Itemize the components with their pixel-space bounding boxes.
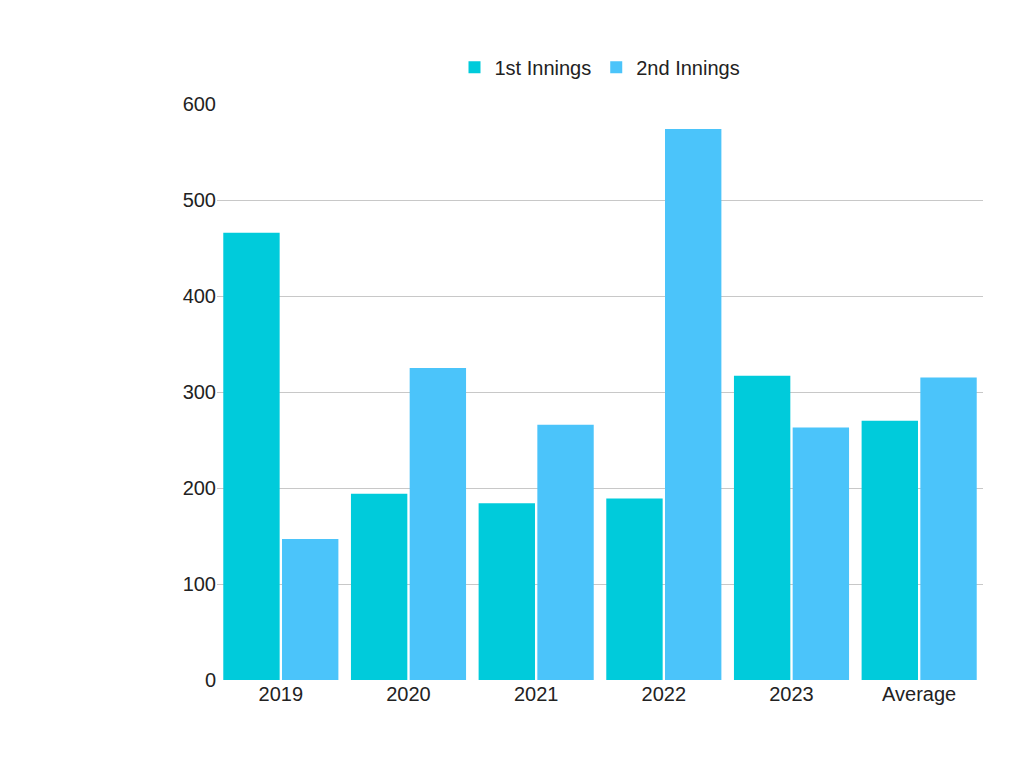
svg-text:2023: 2023 xyxy=(769,683,814,705)
svg-text:300: 300 xyxy=(183,381,216,403)
svg-text:2022: 2022 xyxy=(642,683,687,705)
svg-text:600: 600 xyxy=(183,93,216,115)
svg-text:2019: 2019 xyxy=(259,683,304,705)
svg-text:Average: Average xyxy=(882,683,956,705)
svg-text:2nd Innings: 2nd Innings xyxy=(636,57,739,79)
svg-text:2021: 2021 xyxy=(514,683,559,705)
svg-text:1st Innings: 1st Innings xyxy=(495,57,592,79)
svg-text:2020: 2020 xyxy=(386,683,431,705)
svg-text:500: 500 xyxy=(183,189,216,211)
svg-text:0: 0 xyxy=(205,669,216,691)
svg-text:400: 400 xyxy=(183,285,216,307)
svg-text:100: 100 xyxy=(183,573,216,595)
svg-text:200: 200 xyxy=(183,477,216,499)
